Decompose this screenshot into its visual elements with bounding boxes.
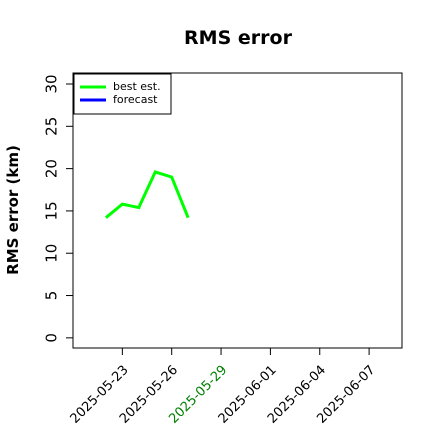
y-tick-label: 0 <box>43 333 61 343</box>
y-tick-label: 5 <box>43 291 61 301</box>
y-axis-label: RMS error (km) <box>4 145 22 275</box>
chart-title: RMS error <box>184 27 293 49</box>
y-tick-label: 30 <box>43 74 61 93</box>
y-tick-label: 25 <box>43 117 61 136</box>
y-tick-label: 15 <box>43 201 61 220</box>
series-line <box>104 170 190 219</box>
legend-label: forecast <box>113 93 158 106</box>
legend-box <box>73 73 172 115</box>
y-tick-label: 10 <box>43 244 61 263</box>
legend: best est.forecast <box>73 73 172 115</box>
y-tick-label: 20 <box>43 159 61 178</box>
legend-label: best est. <box>113 80 161 93</box>
